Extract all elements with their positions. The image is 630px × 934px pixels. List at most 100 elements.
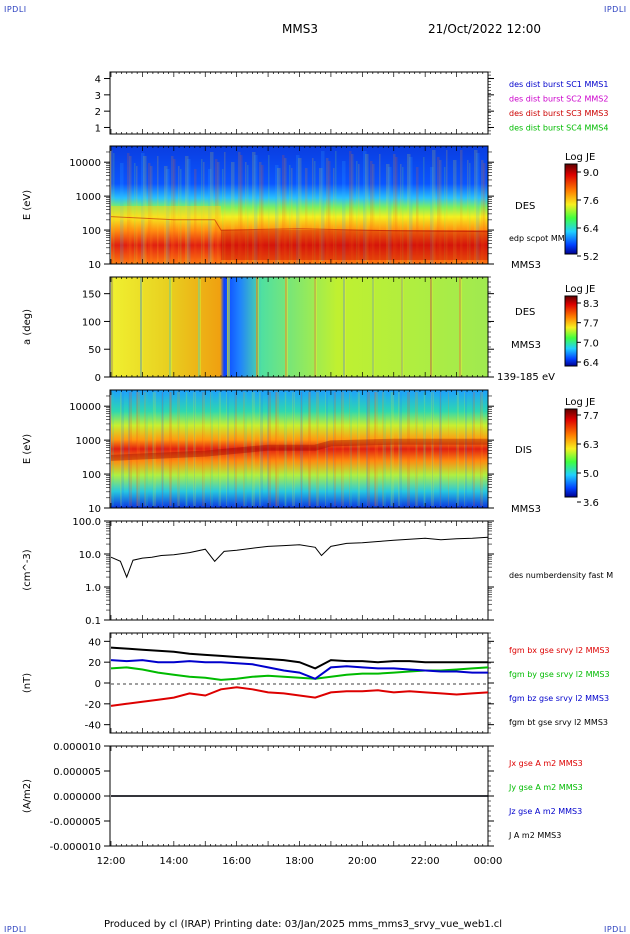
des-energy-streak xyxy=(143,156,147,264)
des-energy-streak xyxy=(222,169,224,264)
des-pitch-streak xyxy=(111,277,114,377)
des-energy-streak xyxy=(388,167,392,264)
des-energy-streak xyxy=(379,154,381,264)
dis-energy-label: DIS xyxy=(515,445,532,456)
des-pitch-streak xyxy=(314,277,317,377)
des-pitch-streak xyxy=(372,277,373,377)
des-pitch-streak xyxy=(430,277,433,377)
des-pitch-streak xyxy=(372,277,375,377)
dis-energy-streak xyxy=(464,392,465,506)
current-legend-entry: Jy gse A m2 MMS3 xyxy=(508,783,583,792)
dis-energy-streak xyxy=(276,392,279,506)
des-energy-streak xyxy=(201,159,203,264)
des-energy-streak xyxy=(113,153,115,263)
des-energy-streak xyxy=(400,164,402,264)
dis-energy-sublabel: MMS3 xyxy=(511,504,541,515)
des-pitch-streak xyxy=(227,277,228,377)
des-pitch-streak xyxy=(140,277,142,377)
dis-energy-streak xyxy=(112,392,114,506)
des-pitch-streak xyxy=(169,277,172,377)
des-pitch-streak xyxy=(198,277,199,377)
des-energy-streak xyxy=(363,151,367,261)
dis-energy-streak xyxy=(251,392,253,506)
des-pitch-streak xyxy=(198,277,199,377)
des-energy-streak xyxy=(305,168,308,264)
dis-energy-streak xyxy=(309,392,310,506)
des-energy-streak xyxy=(298,158,302,264)
burst-legend-entry: des dist burst SC3 MMS3 xyxy=(509,109,608,118)
des-pitch-streak xyxy=(285,277,287,377)
des-energy-streak xyxy=(296,155,300,264)
des-energy-streak xyxy=(437,157,440,264)
des-pitch-streak xyxy=(372,277,373,377)
bfield-ytick-label: 40 xyxy=(88,637,101,648)
des-energy-streak xyxy=(284,158,287,264)
dis-energy-streak xyxy=(382,392,384,506)
current-ytick-label: 0.000000 xyxy=(53,792,101,803)
dis-energy-ytick-label: 1000 xyxy=(76,436,101,447)
des-energy-streak xyxy=(444,167,446,264)
dis-energy-streak xyxy=(457,392,459,506)
dis-energy-streak xyxy=(407,392,410,506)
des-pitch-streak xyxy=(401,277,402,377)
des-energy-streak xyxy=(326,158,329,264)
datetime-title: 21/Oct/2022 12:00 xyxy=(428,22,542,36)
dis-energy-streak xyxy=(317,392,318,506)
dis-energy-streak xyxy=(120,392,122,506)
des-pitch-streak xyxy=(111,277,114,377)
des-pitch-streak xyxy=(140,277,142,377)
dis-energy-streak xyxy=(465,392,467,506)
des-pitch-ylabel: a (deg) xyxy=(22,309,33,345)
des-pitch-streak xyxy=(256,277,258,377)
des-pitch-streak xyxy=(314,277,317,377)
des-energy-streak xyxy=(423,157,425,264)
des-pitch-streak xyxy=(169,277,170,377)
dis-energy-streak xyxy=(391,392,394,506)
des-energy-cbar-label: 5.2 xyxy=(583,252,599,263)
corner-label-bottom-right: IPDLI xyxy=(604,925,627,934)
des-pitch-streak xyxy=(256,277,259,377)
dis-energy-cbar-label: 3.6 xyxy=(583,498,599,509)
des-pitch-streak xyxy=(227,277,228,377)
dis-energy-streak xyxy=(326,392,328,506)
des-energy-streak xyxy=(194,169,197,264)
dis-energy-streak xyxy=(308,392,311,506)
des-pitch-streak xyxy=(372,277,373,377)
des-pitch-streak xyxy=(430,277,431,377)
des-pitch-streak xyxy=(169,277,171,377)
corner-label-bottom-left: IPDLI xyxy=(4,925,27,934)
des-pitch-streak xyxy=(227,277,230,377)
des-energy-streak xyxy=(141,153,145,263)
dis-energy-streak xyxy=(275,392,277,506)
des-energy-streak xyxy=(261,165,264,264)
des-energy-streak xyxy=(277,168,281,264)
des-pitch-streak xyxy=(140,277,143,377)
bfield-series-line xyxy=(110,686,489,707)
dis-energy-spectrogram xyxy=(111,390,488,508)
dis-energy-streak xyxy=(293,392,294,506)
bfield-ytick-label: -40 xyxy=(85,721,101,732)
energy-range-label: 139-185 eV xyxy=(497,372,555,383)
des-energy-streak xyxy=(439,160,442,264)
des-pitch-cbar-label: 6.4 xyxy=(583,358,599,369)
des-pitch-streak xyxy=(140,277,141,377)
dis-energy-streak xyxy=(169,392,172,506)
des-pitch-streak xyxy=(430,277,433,377)
des-energy-streak xyxy=(148,163,151,264)
dis-energy-streak xyxy=(284,392,287,506)
bfield-series-line xyxy=(110,659,488,680)
dis-energy-streak xyxy=(333,392,334,506)
des-pitch-streak xyxy=(198,277,200,377)
des-energy-streak xyxy=(136,166,138,264)
des-energy-streak xyxy=(430,167,434,264)
dis-energy-streak xyxy=(292,392,295,506)
density-ytick-label: 1.0 xyxy=(85,583,101,594)
des-energy-ylabel: E (eV) xyxy=(22,190,33,220)
dis-energy-streak xyxy=(185,392,188,506)
des-energy-sublabel: MMS3 xyxy=(511,260,541,271)
dis-energy-streak xyxy=(267,392,269,506)
des-energy-spectrogram xyxy=(111,146,488,264)
dis-energy-streak xyxy=(440,392,441,506)
des-pitch-streak xyxy=(169,277,170,377)
des-energy-streak xyxy=(349,151,352,261)
